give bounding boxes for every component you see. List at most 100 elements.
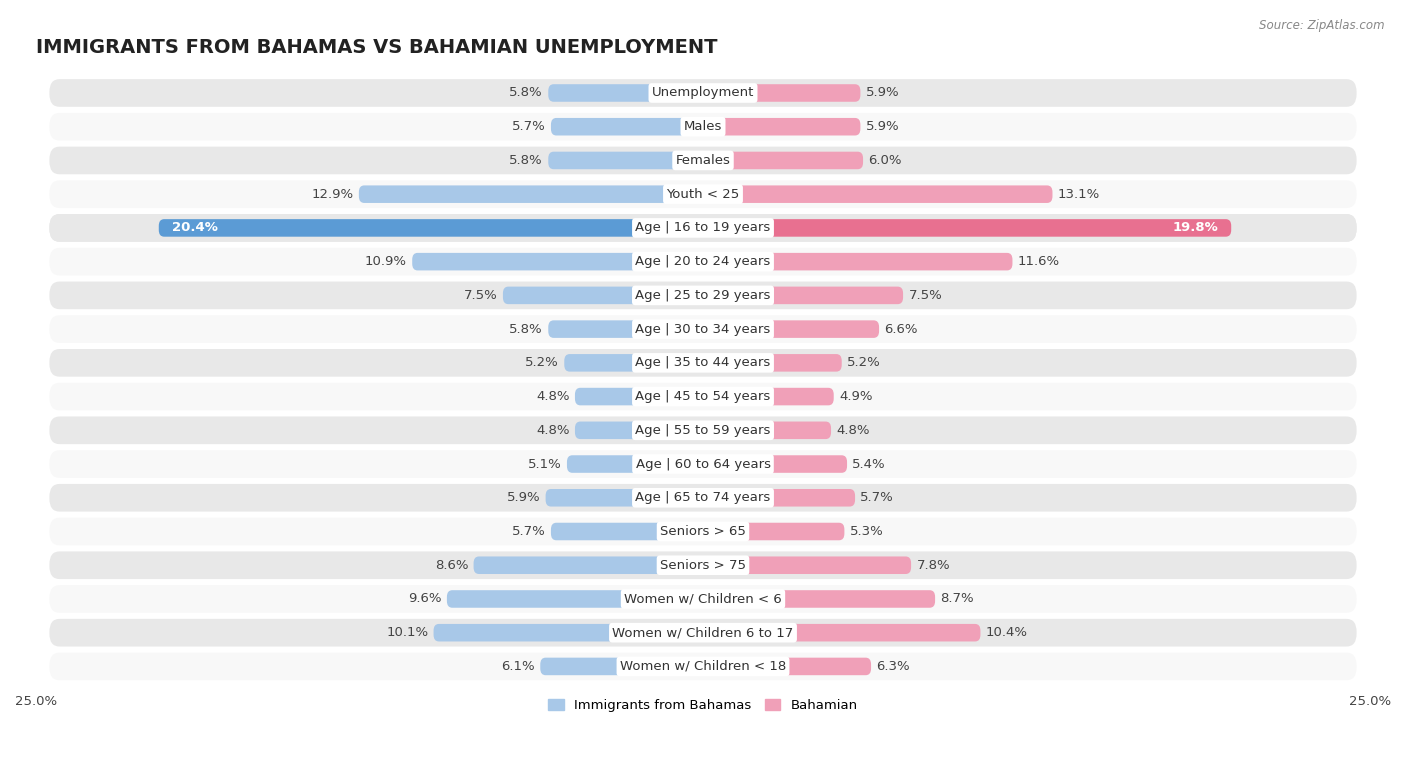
Text: 5.8%: 5.8% <box>509 322 543 335</box>
Text: 20.4%: 20.4% <box>172 221 218 235</box>
Text: Age | 65 to 74 years: Age | 65 to 74 years <box>636 491 770 504</box>
FancyBboxPatch shape <box>703 590 935 608</box>
FancyBboxPatch shape <box>575 422 703 439</box>
Text: 13.1%: 13.1% <box>1057 188 1099 201</box>
Text: Age | 16 to 19 years: Age | 16 to 19 years <box>636 221 770 235</box>
Text: Age | 30 to 34 years: Age | 30 to 34 years <box>636 322 770 335</box>
Text: Unemployment: Unemployment <box>652 86 754 99</box>
FancyBboxPatch shape <box>703 422 831 439</box>
Text: 7.5%: 7.5% <box>464 289 498 302</box>
Text: 6.1%: 6.1% <box>502 660 534 673</box>
Text: 5.4%: 5.4% <box>852 457 886 471</box>
FancyBboxPatch shape <box>548 320 703 338</box>
Text: 4.8%: 4.8% <box>536 390 569 403</box>
Text: 6.0%: 6.0% <box>869 154 901 167</box>
FancyBboxPatch shape <box>359 185 703 203</box>
Text: 10.1%: 10.1% <box>387 626 429 639</box>
FancyBboxPatch shape <box>49 518 1357 545</box>
FancyBboxPatch shape <box>49 282 1357 309</box>
FancyBboxPatch shape <box>49 79 1357 107</box>
Text: 5.7%: 5.7% <box>860 491 894 504</box>
Text: 19.8%: 19.8% <box>1173 221 1218 235</box>
Text: 5.9%: 5.9% <box>866 86 900 99</box>
Text: 8.6%: 8.6% <box>434 559 468 572</box>
Text: 5.1%: 5.1% <box>527 457 561 471</box>
Text: 5.3%: 5.3% <box>849 525 883 538</box>
FancyBboxPatch shape <box>49 653 1357 681</box>
FancyBboxPatch shape <box>49 383 1357 410</box>
FancyBboxPatch shape <box>49 180 1357 208</box>
Text: 8.7%: 8.7% <box>941 593 974 606</box>
Text: Women w/ Children 6 to 17: Women w/ Children 6 to 17 <box>613 626 793 639</box>
Text: 4.8%: 4.8% <box>837 424 870 437</box>
Text: 6.3%: 6.3% <box>876 660 910 673</box>
FancyBboxPatch shape <box>703 489 855 506</box>
Text: 11.6%: 11.6% <box>1018 255 1060 268</box>
FancyBboxPatch shape <box>159 219 703 237</box>
Text: Source: ZipAtlas.com: Source: ZipAtlas.com <box>1260 19 1385 32</box>
FancyBboxPatch shape <box>433 624 703 641</box>
FancyBboxPatch shape <box>703 388 834 405</box>
Text: 5.9%: 5.9% <box>866 120 900 133</box>
Text: 5.7%: 5.7% <box>512 120 546 133</box>
FancyBboxPatch shape <box>564 354 703 372</box>
Text: 5.9%: 5.9% <box>506 491 540 504</box>
Text: Males: Males <box>683 120 723 133</box>
FancyBboxPatch shape <box>703 185 1053 203</box>
Text: 9.6%: 9.6% <box>408 593 441 606</box>
FancyBboxPatch shape <box>49 315 1357 343</box>
FancyBboxPatch shape <box>49 619 1357 646</box>
Text: Age | 45 to 54 years: Age | 45 to 54 years <box>636 390 770 403</box>
FancyBboxPatch shape <box>703 219 1232 237</box>
FancyBboxPatch shape <box>49 585 1357 613</box>
FancyBboxPatch shape <box>703 84 860 101</box>
Text: Women w/ Children < 18: Women w/ Children < 18 <box>620 660 786 673</box>
FancyBboxPatch shape <box>548 84 703 101</box>
Text: 12.9%: 12.9% <box>311 188 353 201</box>
FancyBboxPatch shape <box>703 118 860 136</box>
FancyBboxPatch shape <box>447 590 703 608</box>
Text: 5.2%: 5.2% <box>526 357 560 369</box>
FancyBboxPatch shape <box>703 320 879 338</box>
Text: 4.9%: 4.9% <box>839 390 873 403</box>
Text: 10.4%: 10.4% <box>986 626 1028 639</box>
FancyBboxPatch shape <box>551 118 703 136</box>
FancyBboxPatch shape <box>49 349 1357 377</box>
FancyBboxPatch shape <box>703 253 1012 270</box>
Text: Women w/ Children < 6: Women w/ Children < 6 <box>624 593 782 606</box>
Text: 7.8%: 7.8% <box>917 559 950 572</box>
FancyBboxPatch shape <box>49 484 1357 512</box>
FancyBboxPatch shape <box>567 455 703 473</box>
Text: Youth < 25: Youth < 25 <box>666 188 740 201</box>
Text: 10.9%: 10.9% <box>366 255 406 268</box>
FancyBboxPatch shape <box>49 450 1357 478</box>
FancyBboxPatch shape <box>49 551 1357 579</box>
Text: 4.8%: 4.8% <box>536 424 569 437</box>
FancyBboxPatch shape <box>703 455 846 473</box>
FancyBboxPatch shape <box>551 523 703 540</box>
FancyBboxPatch shape <box>474 556 703 574</box>
Legend: Immigrants from Bahamas, Bahamian: Immigrants from Bahamas, Bahamian <box>543 694 863 718</box>
FancyBboxPatch shape <box>548 151 703 170</box>
FancyBboxPatch shape <box>703 354 842 372</box>
FancyBboxPatch shape <box>412 253 703 270</box>
FancyBboxPatch shape <box>703 151 863 170</box>
Text: Age | 60 to 64 years: Age | 60 to 64 years <box>636 457 770 471</box>
FancyBboxPatch shape <box>49 416 1357 444</box>
Text: IMMIGRANTS FROM BAHAMAS VS BAHAMIAN UNEMPLOYMENT: IMMIGRANTS FROM BAHAMAS VS BAHAMIAN UNEM… <box>37 38 717 57</box>
FancyBboxPatch shape <box>546 489 703 506</box>
FancyBboxPatch shape <box>49 248 1357 276</box>
Text: 6.6%: 6.6% <box>884 322 918 335</box>
FancyBboxPatch shape <box>703 523 845 540</box>
FancyBboxPatch shape <box>49 214 1357 241</box>
FancyBboxPatch shape <box>49 214 1357 241</box>
Text: 5.8%: 5.8% <box>509 86 543 99</box>
Text: Seniors > 65: Seniors > 65 <box>659 525 747 538</box>
FancyBboxPatch shape <box>49 147 1357 174</box>
FancyBboxPatch shape <box>575 388 703 405</box>
FancyBboxPatch shape <box>703 658 872 675</box>
Text: 5.7%: 5.7% <box>512 525 546 538</box>
FancyBboxPatch shape <box>703 624 980 641</box>
FancyBboxPatch shape <box>540 658 703 675</box>
Text: Age | 35 to 44 years: Age | 35 to 44 years <box>636 357 770 369</box>
